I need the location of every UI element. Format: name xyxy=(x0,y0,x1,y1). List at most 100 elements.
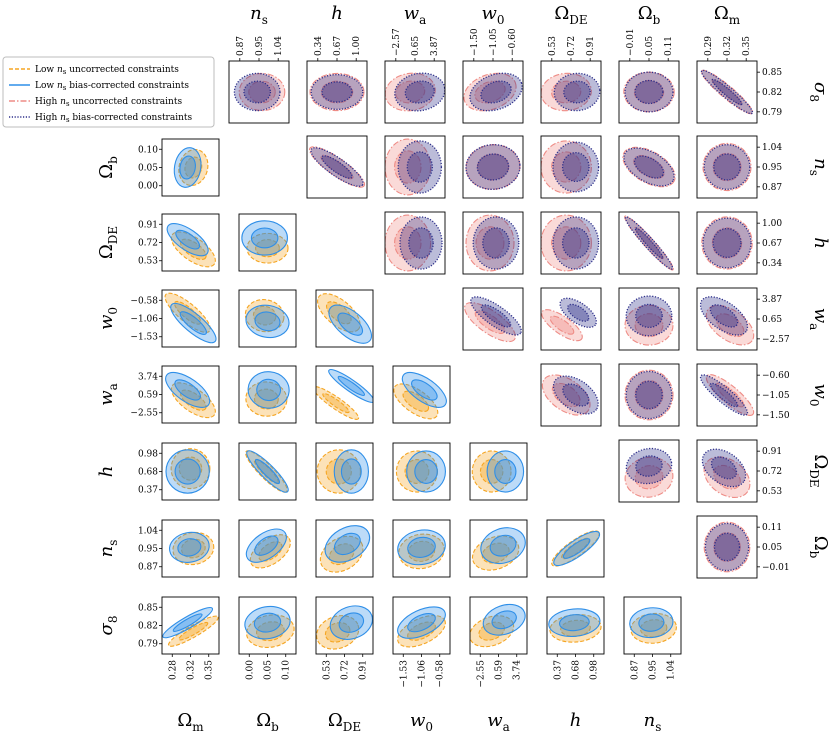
legend-frame xyxy=(2,56,215,128)
upper-panel-r3-c3-frame xyxy=(462,287,524,351)
lower-panel-r0-c0-contours xyxy=(173,147,209,188)
upper-panel-r2-c4-contours xyxy=(541,214,600,272)
lower-col-h-tick-label: 0.37 xyxy=(553,660,563,680)
lower-panel-r5-c5-frame xyxy=(546,519,605,578)
upper-row-Ob-tick-label: −0.01 xyxy=(762,563,790,573)
legend-label-subscript: s xyxy=(66,100,70,108)
lower-row-Ob-tick-label: 0.05 xyxy=(138,164,158,174)
upper-row-s8-tick-label: 0.79 xyxy=(762,108,782,118)
upper-panel-r1-c1-high_corrected-95pct-contour xyxy=(310,147,364,187)
upper-panel-r0-c2-high_corrected-68pct-contour xyxy=(404,80,435,104)
lower-panel-r6-c2-contours xyxy=(316,605,373,650)
upper-col-w0-tick-label: −1.05 xyxy=(489,28,499,56)
lower-col-label-Om-symbol: Ω xyxy=(177,710,192,731)
upper-panel-r1-c2-frame xyxy=(384,135,446,199)
upper-panel-r2-c5-contours xyxy=(624,215,674,271)
upper-panel-r2-c6-high_uncorrected-95pct-contour xyxy=(701,216,753,270)
lower-row-Ob-tick-label: 0.00 xyxy=(138,182,158,192)
upper-panel-r2-c5 xyxy=(618,211,680,275)
lower-panel-r5-c2-low_corrected-68pct-contour xyxy=(333,532,361,556)
upper-row-s8-tick-label: 0.82 xyxy=(762,88,782,98)
lower-row-s8-tick-label: 0.79 xyxy=(138,640,158,650)
upper-panel-r0-c0 xyxy=(228,58,290,124)
lower-panel-r4-c1-low_corrected-68pct-contour xyxy=(254,458,281,485)
lower-col-label-ns-symbol: n xyxy=(644,710,656,731)
legend-label-low_uncorrected: Low ns uncorrected constraints xyxy=(35,65,179,76)
lower-panel-r3-c1-frame xyxy=(238,365,297,424)
upper-row-w0-tick-label: −0.60 xyxy=(762,371,790,381)
upper-row-label-w0: w0 xyxy=(807,383,830,406)
upper-panel-r1-c2-high_uncorrected-95pct-contour xyxy=(385,138,432,196)
lower-panel-r2-c2 xyxy=(315,289,374,348)
lower-col-label-Ob-symbol: Ω xyxy=(256,710,271,731)
upper-panel-r4-c5-high_uncorrected-95pct-contour xyxy=(624,369,674,421)
lower-panel-r4-c2-low_corrected-68pct-contour xyxy=(340,458,362,485)
upper-panel-r1-c1-high_corrected-68pct-contour xyxy=(321,155,353,179)
lower-col-wa-tick-label: −2.55 xyxy=(476,660,486,688)
upper-row-label-wa-subscript: a xyxy=(807,323,821,330)
upper-panel-r3-c6-high_uncorrected-68pct-contour xyxy=(715,313,745,338)
upper-panel-r1-c4-high_corrected-95pct-contour xyxy=(552,141,600,193)
legend-label-tail: bias-corrected constraints xyxy=(70,113,193,123)
upper-panel-r2-c4-high_uncorrected-68pct-contour xyxy=(551,226,582,260)
lower-panel-r6-c5-contours xyxy=(548,608,602,643)
lower-col-label-w0-symbol: w xyxy=(410,710,426,731)
lower-panel-r6-c1-low_corrected-68pct-contour xyxy=(253,612,282,633)
lower-panel-r6-c3 xyxy=(392,596,451,657)
upper-panel-r2-c6-high_corrected-68pct-contour xyxy=(712,227,742,259)
upper-col-label-wa: wa xyxy=(404,3,427,27)
lower-row-label-ns: ns xyxy=(96,540,120,558)
upper-col-label-Om-subscript: m xyxy=(729,13,741,27)
upper-panel-r5-c6-high_uncorrected-95pct-contour xyxy=(703,456,751,499)
lower-col-ODE-tick-label: 0.91 xyxy=(359,660,369,680)
upper-panel-r0-c1-high_uncorrected-95pct-contour xyxy=(309,72,365,112)
upper-panel-r2-c3-high_uncorrected-68pct-contour xyxy=(475,226,505,260)
lower-col-h-tick-label: 0.98 xyxy=(590,660,600,680)
upper-panel-r2-c3-high_corrected-68pct-contour xyxy=(482,227,510,259)
upper-panel-r0-c3-high_uncorrected-95pct-contour xyxy=(463,72,517,112)
lower-panel-r2-c1-low_uncorrected-68pct-contour xyxy=(252,305,277,326)
lower-row-ns-tick-label: 0.87 xyxy=(138,563,158,573)
upper-panel-r1-c5-contours xyxy=(622,146,676,188)
upper-col-label-Ob: Ωb xyxy=(638,3,661,27)
upper-panel-r0-c1-high_corrected-95pct-contour xyxy=(310,73,364,111)
upper-panel-r1-c2-contours xyxy=(385,138,443,196)
upper-panel-r0-c2-high_uncorrected-68pct-contour xyxy=(395,80,426,104)
upper-panel-r4-c5-frame xyxy=(618,363,680,427)
upper-panel-r3-c5-frame xyxy=(618,287,680,351)
lower-panel-r6-c2-low_uncorrected-68pct-contour xyxy=(324,622,351,643)
upper-col-ODE-tick-label: 0.91 xyxy=(586,36,596,56)
upper-panel-r0-c6-high_corrected-95pct-contour xyxy=(700,69,754,115)
upper-row-label-wa: wa xyxy=(807,308,830,331)
upper-panel-r2-c3-frame xyxy=(462,211,524,275)
lower-col-ns-tick-label: 0.95 xyxy=(649,660,659,680)
upper-col-h-tick-label: 0.67 xyxy=(333,36,343,56)
upper-row-wa-tick-label: −2.57 xyxy=(762,335,790,345)
upper-panel-r4-c4-high_corrected-68pct-contour xyxy=(562,383,590,407)
upper-panel-r4-c5-high_corrected-95pct-contour xyxy=(625,370,673,420)
lower-panel-r5-c4-contours xyxy=(471,527,526,571)
lower-panel-r6-c4-low_uncorrected-68pct-contour xyxy=(478,621,505,641)
upper-col-wa-tick-label: 3.87 xyxy=(430,36,440,56)
lower-panel-r5-c5-low_corrected-95pct-contour xyxy=(553,530,601,567)
lower-panel-r4-c0 xyxy=(159,442,220,501)
lower-col-ns-tick-label: 0.87 xyxy=(630,660,640,680)
lower-panel-r6-c0-low_uncorrected-68pct-contour xyxy=(178,621,209,641)
upper-panel-r2-c4 xyxy=(540,211,602,275)
upper-row-ODE-tick-label: 0.53 xyxy=(762,487,782,497)
upper-row-h-tick-label: 0.67 xyxy=(762,239,782,249)
upper-panel-r1-c2-high_corrected-95pct-contour xyxy=(397,140,443,194)
upper-panel-r6-c6-high_corrected-68pct-contour xyxy=(713,532,741,562)
upper-panel-r5-c6-high_corrected-68pct-contour xyxy=(710,456,738,480)
legend-label-symbol: n xyxy=(60,97,66,107)
lower-panel-r2-c0 xyxy=(159,289,220,348)
upper-col-label-ns-symbol: n xyxy=(250,3,262,24)
lower-col-label-h-symbol: h xyxy=(570,710,582,731)
upper-panel-r0-c4-high_uncorrected-68pct-contour xyxy=(551,80,582,104)
upper-panel-r4-c4-high_corrected-95pct-contour xyxy=(552,375,599,415)
upper-panel-r1-c4-high_uncorrected-95pct-contour xyxy=(541,140,592,194)
upper-panel-r5-c6-contours xyxy=(701,448,751,499)
lower-panel-r1-c0-low_uncorrected-95pct-contour xyxy=(170,231,216,268)
lower-col-w0-tick-label: −0.58 xyxy=(436,660,446,688)
upper-panel-r2-c2-high_corrected-95pct-contour xyxy=(399,216,443,270)
